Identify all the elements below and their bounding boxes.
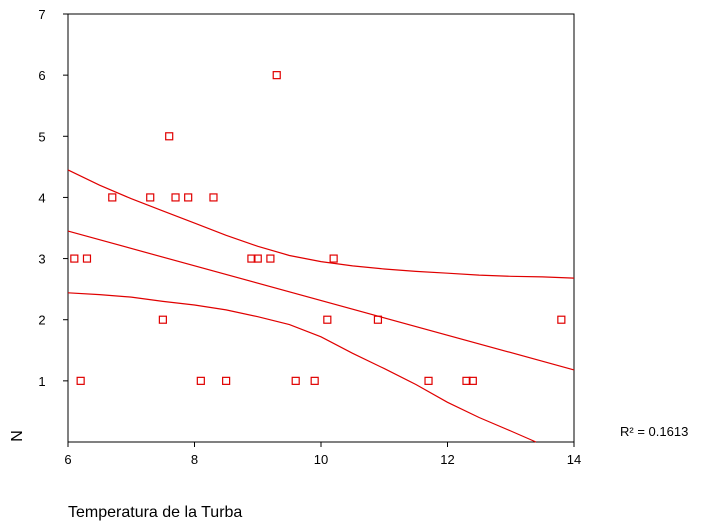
data-point bbox=[158, 315, 167, 324]
x-tick-label: 12 bbox=[440, 452, 454, 467]
y-tick-label: 2 bbox=[38, 313, 45, 328]
data-point bbox=[557, 315, 566, 324]
data-point bbox=[165, 132, 174, 141]
data-point bbox=[171, 193, 180, 202]
confidence-lower-line bbox=[67, 292, 537, 443]
r-squared-label: R² = 0.1613 bbox=[620, 424, 688, 439]
y-tick-label: 1 bbox=[38, 374, 45, 389]
data-point bbox=[266, 254, 275, 263]
y-tick-label: 6 bbox=[38, 68, 45, 83]
data-point bbox=[373, 315, 383, 324]
fit-line bbox=[67, 230, 575, 371]
x-tick-label: 14 bbox=[567, 452, 581, 467]
y-tick-label: 5 bbox=[38, 129, 45, 144]
data-point bbox=[253, 254, 262, 263]
regression-line bbox=[67, 230, 575, 371]
x-axis: 6 8 10 12 14 bbox=[64, 442, 581, 467]
confidence-bands bbox=[67, 169, 575, 443]
data-point bbox=[70, 254, 79, 263]
data-point bbox=[196, 376, 205, 385]
y-tick-label: 4 bbox=[38, 190, 45, 205]
x-tick-label: 8 bbox=[191, 452, 198, 467]
plot-area-frame bbox=[67, 13, 575, 443]
data-point bbox=[310, 376, 319, 385]
data-point bbox=[323, 315, 332, 324]
data-points bbox=[70, 71, 566, 385]
y-tick-label: 7 bbox=[38, 7, 45, 22]
data-point bbox=[468, 376, 477, 385]
y-tick-label: 3 bbox=[38, 252, 45, 267]
x-axis-title: Temperatura de la Turba bbox=[68, 504, 242, 521]
data-point bbox=[462, 376, 471, 385]
data-point bbox=[82, 254, 92, 263]
x-tick-label: 10 bbox=[314, 452, 328, 467]
data-point bbox=[272, 71, 281, 80]
data-point bbox=[222, 376, 231, 385]
y-axis-title: N bbox=[9, 430, 26, 442]
x-tick-label: 6 bbox=[64, 452, 71, 467]
data-point bbox=[209, 193, 218, 202]
data-point bbox=[108, 193, 117, 202]
data-point bbox=[76, 376, 85, 385]
data-point bbox=[329, 254, 338, 263]
data-point bbox=[291, 376, 300, 385]
confidence-upper-line bbox=[67, 169, 575, 279]
data-point bbox=[424, 376, 433, 385]
data-point bbox=[146, 193, 155, 202]
data-point bbox=[247, 254, 256, 263]
y-axis: 1 2 3 4 5 6 7 bbox=[38, 7, 68, 389]
data-point bbox=[184, 193, 193, 202]
